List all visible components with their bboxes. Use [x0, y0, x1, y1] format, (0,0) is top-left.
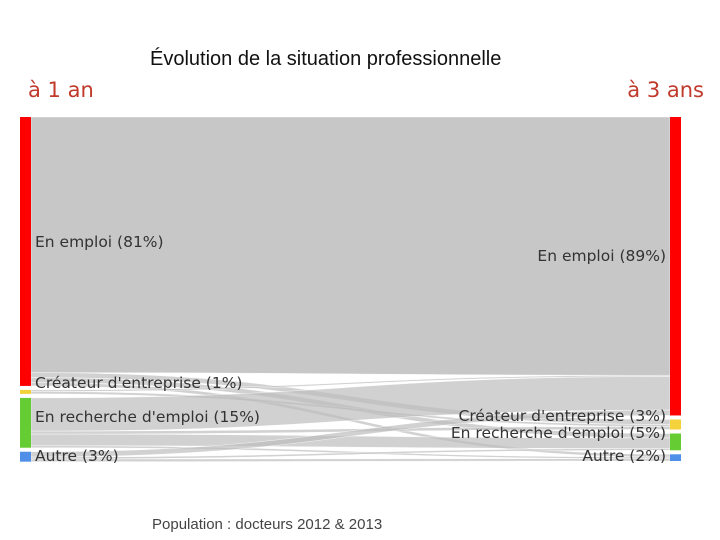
left-node-recherche: [20, 397, 31, 448]
right-node-label-recherche: En recherche d'emploi (5%): [451, 424, 666, 442]
left-column-label: à 1 an: [28, 78, 94, 102]
nodes-group: [20, 117, 681, 462]
left-node-createur: [20, 389, 31, 394]
right-node-autre: [670, 454, 681, 461]
right-node-recherche: [670, 433, 681, 451]
right-node-label-emploi: En emploi (89%): [537, 247, 666, 265]
right-node-label-autre: Autre (2%): [582, 447, 666, 465]
left-node-autre: [20, 451, 31, 462]
left-node-label-recherche: En recherche d'emploi (15%): [35, 408, 260, 426]
flow-autre-to-recherche: [30, 448, 671, 460]
right-node-createur: [670, 419, 681, 430]
flow-autre-to-autre: [30, 458, 671, 462]
left-node-emploi: [20, 117, 31, 386]
labels-group: En emploi (81%) Créateur d'entreprise (1%…: [35, 233, 666, 465]
right-column-label: à 3 ans: [627, 78, 704, 102]
left-node-label-emploi: En emploi (81%): [35, 233, 164, 251]
right-node-emploi: [670, 117, 681, 416]
left-node-label-autre: Autre (3%): [35, 447, 119, 465]
left-node-label-createur: Créateur d'entreprise (1%): [35, 374, 242, 392]
right-node-label-createur: Créateur d'entreprise (3%): [459, 407, 666, 425]
chart-title: Évolution de la situation professionnell…: [150, 48, 502, 70]
population-footer: Population : docteurs 2012 & 2013: [152, 516, 383, 533]
flow-autre-to-emploi: [30, 409, 671, 458]
